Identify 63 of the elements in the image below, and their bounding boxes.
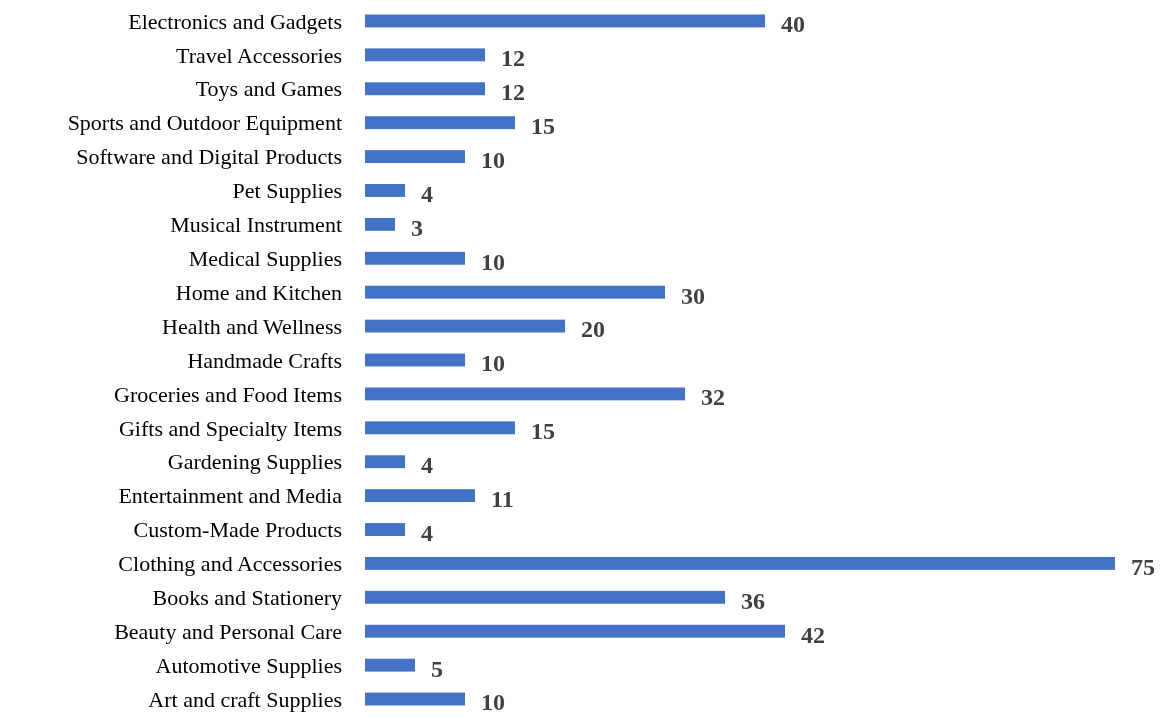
data-label: 4: [421, 452, 433, 479]
y-tick-label: Musical Instrument: [170, 212, 342, 238]
y-tick-label: Handmade Crafts: [187, 347, 342, 373]
data-label: 10: [481, 146, 505, 173]
bar: [365, 624, 785, 638]
y-tick-label: Travel Accessories: [176, 42, 342, 68]
bar: [365, 217, 395, 231]
bar: [365, 523, 405, 536]
bar: [365, 14, 765, 28]
y-tick-label: Medical Supplies: [188, 245, 342, 271]
data-label: 12: [501, 79, 525, 106]
data-label: 30: [681, 282, 705, 309]
y-tick-label: Gardening Supplies: [167, 449, 342, 475]
data-label: 40: [781, 11, 805, 38]
y-tick-label: Pet Supplies: [232, 178, 342, 204]
y-tick-label: Sports and Outdoor Equipment: [67, 110, 342, 136]
bar: [365, 150, 465, 164]
bar: [365, 184, 405, 197]
bar: [365, 489, 475, 503]
data-label: 36: [741, 587, 765, 614]
bar: [365, 285, 665, 299]
bar: [365, 556, 1115, 570]
data-label: 5: [431, 655, 443, 682]
data-label: 11: [491, 486, 514, 513]
y-tick-label: Electronics and Gadgets: [128, 8, 342, 34]
bar: [365, 421, 515, 435]
y-tick-label: Health and Wellness: [162, 313, 342, 339]
data-label: 10: [481, 689, 505, 716]
bar: [365, 251, 465, 265]
data-label: 32: [701, 384, 725, 411]
bar: [365, 353, 465, 367]
data-label: 20: [581, 316, 605, 343]
y-tick-label: Clothing and Accessories: [118, 551, 342, 577]
y-tick-label: Software and Digital Products: [76, 144, 342, 170]
data-label: 42: [801, 621, 825, 648]
bar: [365, 590, 725, 604]
data-label: 4: [421, 180, 433, 207]
y-tick-label: Groceries and Food Items: [114, 381, 342, 407]
data-label: 15: [531, 113, 555, 140]
data-label: 10: [481, 350, 505, 377]
y-tick-label: Art and craft Supplies: [148, 686, 342, 712]
y-tick-label: Home and Kitchen: [175, 279, 342, 305]
data-label: 12: [501, 45, 525, 72]
data-label: 75: [1131, 553, 1155, 580]
y-tick-label: Beauty and Personal Care: [114, 618, 342, 644]
bar: [365, 116, 515, 130]
y-tick-label: Gifts and Specialty Items: [118, 415, 342, 441]
bar: [365, 82, 485, 96]
bar: [365, 319, 565, 333]
bar: [365, 387, 685, 401]
y-tick-label: Entertainment and Media: [118, 483, 343, 509]
data-label: 15: [531, 418, 555, 445]
bar: [365, 658, 415, 672]
data-label: 4: [421, 519, 433, 546]
y-tick-label: Automotive Supplies: [155, 652, 342, 678]
y-tick-label: Toys and Games: [195, 76, 342, 102]
data-label: 10: [481, 248, 505, 275]
bar: [365, 48, 485, 62]
bar: [365, 692, 465, 706]
y-tick-label: Books and Stationery: [152, 585, 342, 611]
data-label: 3: [411, 214, 423, 241]
y-tick-label: Custom-Made Products: [133, 517, 342, 543]
bar: [365, 455, 405, 469]
